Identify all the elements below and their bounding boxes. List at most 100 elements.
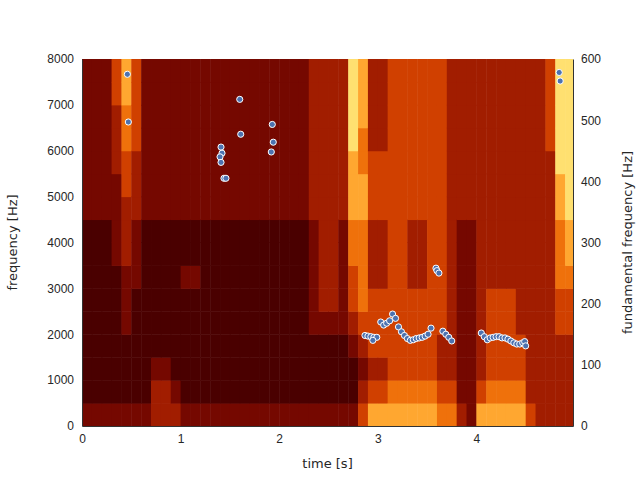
tick-label: 300	[581, 236, 601, 250]
spectrogram-cell	[82, 334, 92, 357]
spectrogram-cell	[190, 357, 200, 380]
spectrogram-cell	[161, 288, 171, 311]
spectrogram-cell	[309, 243, 319, 266]
spectrogram-cell	[417, 288, 427, 311]
spectrogram-cell	[427, 128, 437, 151]
spectrogram-cell	[210, 105, 220, 128]
spectrogram-cell	[555, 174, 565, 197]
spectrogram-cell	[230, 265, 240, 288]
spectrogram-cell	[151, 220, 161, 243]
spectrogram-cell	[545, 357, 555, 380]
spectrogram-cell	[545, 151, 555, 174]
spectrogram-cell	[190, 334, 200, 357]
spectrogram-cell	[269, 357, 279, 380]
spectrogram-cell	[112, 243, 122, 266]
spectrogram-cell	[467, 197, 477, 220]
spectrogram-cell	[358, 403, 368, 426]
spectrogram-cell	[141, 128, 151, 151]
spectrogram-cell	[171, 197, 181, 220]
spectrogram-cell	[476, 59, 486, 82]
spectrogram-cell	[181, 59, 191, 82]
spectrogram-cell	[398, 380, 408, 403]
spectrogram-cell	[407, 151, 417, 174]
spectrogram-cell	[141, 197, 151, 220]
spectrogram-cell	[240, 105, 250, 128]
spectrogram-cell	[467, 174, 477, 197]
tick-label: 2	[276, 432, 283, 446]
f0-point	[392, 315, 398, 321]
spectrogram-cell	[200, 220, 210, 243]
f0-point	[223, 175, 229, 181]
spectrogram-cell	[398, 82, 408, 105]
spectrogram-cell	[476, 243, 486, 266]
spectrogram-cell	[407, 243, 417, 266]
spectrogram-cell	[230, 380, 240, 403]
spectrogram-cell	[338, 403, 348, 426]
spectrogram-cell	[486, 59, 496, 82]
spectrogram-cell	[328, 403, 338, 426]
spectrogram-cell	[299, 311, 309, 334]
spectrogram-cell	[92, 265, 102, 288]
spectrogram-cell	[92, 288, 102, 311]
spectrogram-cell	[457, 288, 467, 311]
spectrogram-cell	[427, 243, 437, 266]
spectrogram-cell	[121, 220, 131, 243]
spectrogram-cell	[240, 403, 250, 426]
spectrogram-cell	[121, 128, 131, 151]
spectrogram-cell	[102, 82, 112, 105]
spectrogram-cell	[151, 334, 161, 357]
spectrogram-cell	[151, 243, 161, 266]
spectrogram-cell	[496, 174, 506, 197]
spectrogram-cell	[131, 311, 141, 334]
spectrogram-cell	[161, 128, 171, 151]
spectrogram-cell	[92, 311, 102, 334]
spectrogram-cell	[526, 59, 536, 82]
spectrogram-cell	[565, 128, 573, 151]
spectrogram-cell	[230, 243, 240, 266]
spectrogram-cell	[516, 220, 526, 243]
spectrogram-cell	[279, 265, 289, 288]
spectrogram-cell	[309, 197, 319, 220]
spectrogram-cell	[299, 82, 309, 105]
spectrogram-cell	[545, 243, 555, 266]
spectrogram-cell	[161, 243, 171, 266]
spectrogram-cell	[151, 380, 161, 403]
spectrogram-cell	[388, 220, 398, 243]
spectrogram-cell	[161, 334, 171, 357]
spectrogram-cell	[506, 59, 516, 82]
spectrogram-cell	[378, 220, 388, 243]
tick: 8000	[47, 52, 82, 66]
spectrogram-cell	[289, 357, 299, 380]
spectrogram-cell	[447, 197, 457, 220]
spectrogram-cell	[338, 151, 348, 174]
spectrogram-cell	[545, 197, 555, 220]
spectrogram-cell	[536, 220, 546, 243]
tick-label: 4000	[47, 236, 74, 250]
spectrogram-cell	[269, 128, 279, 151]
spectrogram-cell	[378, 243, 388, 266]
spectrogram-cell	[368, 174, 378, 197]
spectrogram-cell	[457, 151, 467, 174]
spectrogram-cell	[437, 151, 447, 174]
spectrogram-cell	[486, 288, 496, 311]
spectrogram-cell	[289, 128, 299, 151]
marks	[82, 59, 573, 426]
f0-point	[238, 131, 244, 137]
spectrogram-cell	[200, 243, 210, 266]
spectrogram-cell	[358, 128, 368, 151]
spectrogram-cell	[338, 243, 348, 266]
spectrogram-cell	[496, 288, 506, 311]
spectrogram-cell	[269, 334, 279, 357]
spectrogram-cell	[447, 243, 457, 266]
spectrogram-cell	[279, 197, 289, 220]
spectrogram-cell	[82, 105, 92, 128]
spectrogram-cell	[230, 197, 240, 220]
spectrogram-cell	[427, 357, 437, 380]
spectrogram-cell	[536, 82, 546, 105]
spectrogram-cell	[259, 174, 269, 197]
spectrogram-cell	[102, 174, 112, 197]
spectrogram-cell	[141, 243, 151, 266]
spectrogram-cell	[338, 105, 348, 128]
spectrogram-cell	[338, 311, 348, 334]
spectrogram-cell	[121, 59, 131, 82]
